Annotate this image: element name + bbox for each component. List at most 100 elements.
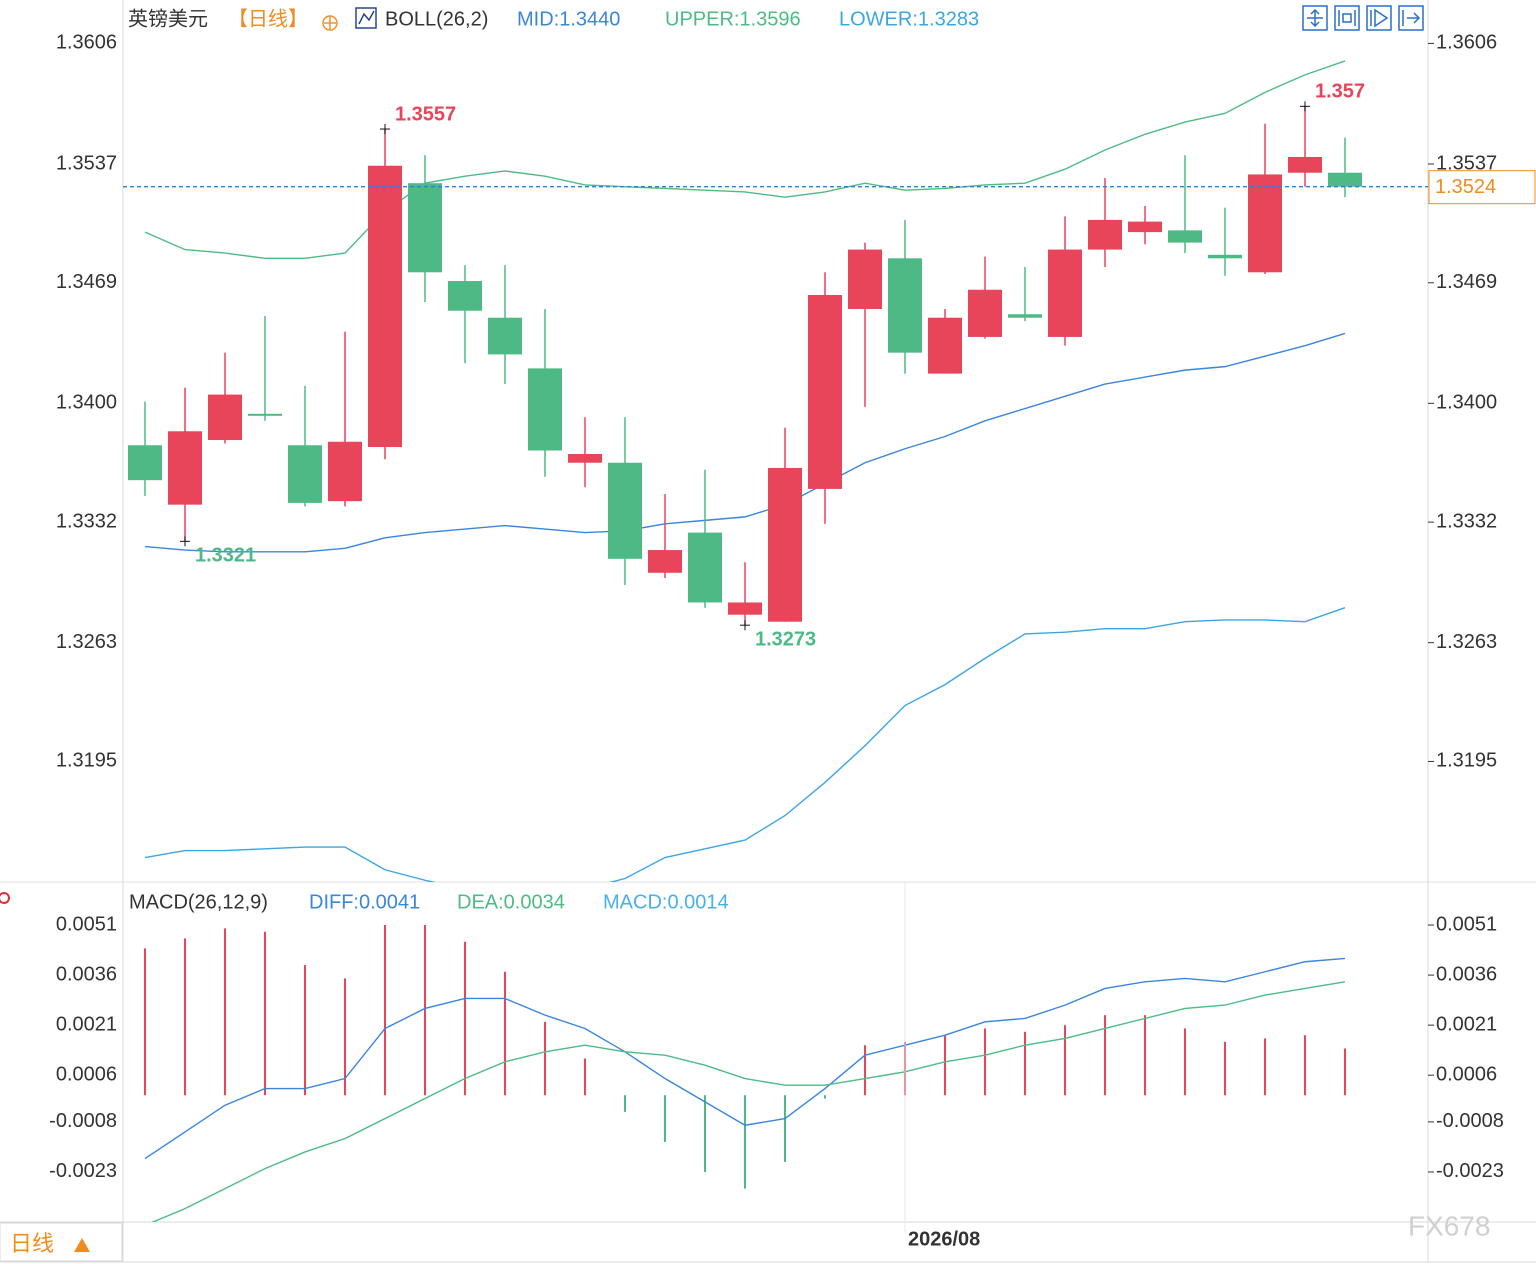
candle-body: [128, 445, 162, 481]
candle-body: [688, 532, 722, 603]
y2-tick-label: 1.3469: [1436, 271, 1497, 293]
candle-body: [1008, 314, 1042, 318]
boll-line: [144, 332, 1346, 553]
macd-bar: [464, 941, 466, 1096]
candle-body: [488, 317, 522, 355]
macd-bar: [1304, 1035, 1306, 1096]
legend-entry: DIFF:0.0041: [309, 891, 420, 913]
candle-body: [808, 295, 842, 489]
y-tick-label: 0.0021: [56, 1013, 117, 1035]
y2-tick-label: 1.3263: [1436, 631, 1497, 653]
y2-tick-label: -0.0008: [1436, 1110, 1504, 1132]
y-tick-label: 1.3469: [56, 271, 117, 293]
macd-bar: [704, 1095, 706, 1172]
y2-tick-label: 1.3606: [1436, 32, 1497, 54]
boll-icon[interactable]: [355, 7, 377, 29]
y2-tick-label: 1.3537: [1436, 152, 1497, 174]
macd-bar: [584, 1058, 586, 1096]
candle-body: [1048, 249, 1082, 337]
y2-tick-label: 0.0006: [1436, 1063, 1497, 1085]
candle-body: [1248, 174, 1282, 273]
macd-bar: [304, 965, 306, 1096]
period-label[interactable]: 【日线】: [228, 7, 308, 30]
add-icon[interactable]: [322, 15, 338, 31]
candle-body: [168, 431, 202, 505]
candle-body: [328, 441, 362, 502]
macd-line: [144, 957, 1346, 1160]
candle-body: [728, 602, 762, 615]
candle-body: [648, 550, 682, 573]
macd-bar: [424, 925, 426, 1096]
macd-bar: [1144, 1015, 1146, 1096]
candle-body: [1208, 254, 1242, 259]
y-tick-label: 1.3400: [56, 392, 117, 414]
extreme-label: 1.357: [1315, 81, 1365, 103]
macd-bar: [1024, 1031, 1026, 1096]
x-tick-label: 2026/08: [908, 1228, 980, 1250]
y-tick-label: 1.3332: [56, 510, 117, 532]
macd-bar: [864, 1045, 866, 1096]
legend-entry: UPPER:1.3596: [665, 8, 801, 30]
candle-body: [1128, 221, 1162, 233]
period-button[interactable]: [0, 1222, 123, 1262]
candle-body: [248, 413, 282, 416]
candle-body: [968, 289, 1002, 337]
toolbar[interactable]: [1302, 5, 1424, 31]
y-tick-label: -0.0008: [49, 1110, 117, 1132]
candle-body: [768, 467, 802, 622]
macd-bar: [784, 1095, 786, 1162]
candle-body: [1328, 172, 1362, 187]
macd-bar: [944, 1035, 946, 1096]
current-price-label: 1.3524: [1435, 176, 1496, 198]
symbol-title: 英镑美元: [128, 7, 208, 30]
macd-bar: [224, 928, 226, 1096]
candle-body: [608, 462, 642, 559]
candle-body: [368, 165, 402, 447]
macd-bar: [744, 1095, 746, 1189]
macd-indicator-label: MACD(26,12,9): [129, 891, 268, 913]
macd-bar: [1264, 1038, 1266, 1096]
macd-bar: [824, 1095, 826, 1099]
candle-body: [1088, 219, 1122, 250]
macd-bar: [664, 1095, 666, 1142]
period-button-arrow[interactable]: [74, 1238, 90, 1252]
y-tick-label: 1.3263: [56, 631, 117, 653]
y2-tick-label: 1.3400: [1436, 392, 1497, 414]
macd-bar: [1064, 1025, 1066, 1096]
y2-tick-label: 0.0036: [1436, 963, 1497, 985]
y-tick-label: 0.0051: [56, 913, 117, 935]
candle-body: [568, 453, 602, 463]
legend-entry: MID:1.3440: [517, 8, 620, 30]
extreme-label: 1.3557: [395, 103, 456, 125]
macd-bar: [624, 1095, 626, 1112]
y-tick-label: 1.3537: [56, 152, 117, 174]
y2-tick-label: -0.0023: [1436, 1160, 1504, 1182]
candle-body: [1168, 230, 1202, 243]
y-tick-label: 1.3606: [56, 32, 117, 54]
candle-body: [848, 249, 882, 309]
candle-body: [208, 394, 242, 441]
extreme-label: 1.3321: [195, 545, 256, 567]
macd-icon[interactable]: [0, 892, 10, 904]
y2-tick-label: 1.3332: [1436, 510, 1497, 532]
y2-tick-label: 0.0021: [1436, 1013, 1497, 1035]
candle-body: [928, 317, 962, 374]
candle-body: [408, 183, 442, 273]
macd-bar: [1224, 1041, 1226, 1096]
macd-line: [151, 981, 1346, 1222]
legend-entry: DEA:0.0034: [457, 891, 565, 913]
y2-tick-label: 1.3195: [1436, 750, 1497, 772]
watermark: FX678: [1408, 1210, 1491, 1241]
y-tick-label: 0.0036: [56, 963, 117, 985]
macd-bar: [1104, 1015, 1106, 1096]
macd-bar: [344, 978, 346, 1096]
legend-entry: LOWER:1.3283: [839, 8, 979, 30]
legend-entry: MACD:0.0014: [603, 891, 729, 913]
candle-body: [1288, 156, 1322, 173]
macd-bar: [504, 971, 506, 1096]
period-button-label[interactable]: 日线: [10, 1231, 54, 1256]
macd-bar: [984, 1028, 986, 1096]
candle-body: [888, 258, 922, 353]
macd-bar: [384, 925, 386, 1096]
